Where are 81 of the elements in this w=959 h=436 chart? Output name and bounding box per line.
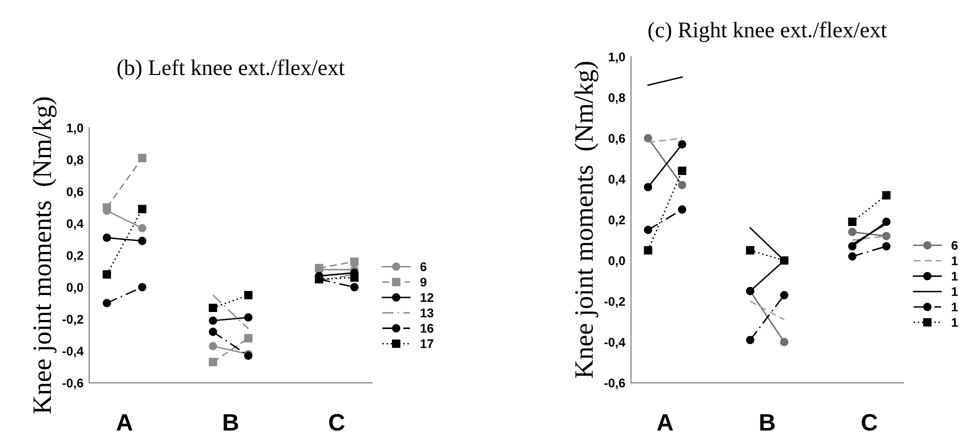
y-tick-label: -0,4 xyxy=(604,338,626,349)
chart-title: (c) Right knee ext./flex/ext xyxy=(648,22,887,42)
y-tick-label: 0,2 xyxy=(66,251,84,262)
legend-label: 12 xyxy=(420,293,434,302)
y-axis-title: Knee joint moments (Nm/kg) xyxy=(574,62,598,378)
point xyxy=(678,166,686,175)
point xyxy=(882,242,891,250)
point xyxy=(848,242,856,250)
point xyxy=(208,358,218,366)
point xyxy=(208,342,218,350)
legend-label: 6 xyxy=(952,240,958,250)
point xyxy=(208,316,218,325)
point xyxy=(678,140,686,148)
y-tick-label: 1,0 xyxy=(608,52,625,64)
legend-label: 1 xyxy=(952,302,958,312)
point xyxy=(848,252,856,261)
point xyxy=(780,290,788,300)
y-tick-label: -0,6 xyxy=(604,378,626,390)
point xyxy=(102,234,112,242)
y-tick-label: 1,0 xyxy=(67,124,84,134)
legend-label: 17 xyxy=(420,339,434,348)
legend-label: 1 xyxy=(952,272,958,280)
y-tick-label: -0,2 xyxy=(604,297,625,308)
legend-label: 13 xyxy=(420,308,434,318)
text: B xyxy=(760,414,775,430)
point xyxy=(138,236,146,246)
point xyxy=(208,304,218,312)
chart-title: (b) Left knee ext./flex/ext xyxy=(117,59,345,80)
point xyxy=(138,282,146,292)
text: A xyxy=(657,414,673,430)
y-tick-label: -0,2 xyxy=(62,314,84,326)
point xyxy=(350,257,359,266)
y-tick-label: 0,4 xyxy=(66,219,84,230)
y-tick-label: 0,8 xyxy=(608,93,626,104)
point xyxy=(678,205,686,214)
legend-label: 1 xyxy=(952,256,958,266)
point xyxy=(644,134,652,142)
y-tick-label: -0,4 xyxy=(62,346,84,358)
point xyxy=(138,154,146,162)
point xyxy=(244,334,252,342)
point xyxy=(644,246,652,254)
point xyxy=(882,232,891,240)
legend-label: 1 xyxy=(952,287,958,296)
y-tick-label: 0,0 xyxy=(66,282,84,294)
point xyxy=(102,270,112,279)
point xyxy=(882,191,891,200)
text: A xyxy=(116,414,132,430)
point xyxy=(644,226,652,234)
y-tick-label: 0,4 xyxy=(608,174,626,186)
y-tick-label: 0,6 xyxy=(66,187,84,198)
point xyxy=(244,313,252,322)
y-tick-label: 0,6 xyxy=(608,134,626,145)
point xyxy=(138,204,146,214)
point xyxy=(780,338,788,346)
text: C xyxy=(329,414,345,431)
legend-label: 1 xyxy=(952,318,958,327)
y-tick-label: 0,8 xyxy=(66,155,84,166)
point xyxy=(138,224,146,232)
text: B xyxy=(224,414,238,430)
point xyxy=(102,298,112,308)
point xyxy=(102,203,112,212)
legend-label: 16 xyxy=(420,324,434,333)
point xyxy=(746,246,754,254)
point xyxy=(644,182,652,192)
y-axis-title: Knee joint moments (Nm/kg) xyxy=(32,97,57,414)
point xyxy=(678,180,686,190)
y-tick-label: 0,0 xyxy=(608,256,625,267)
point xyxy=(848,218,856,226)
point xyxy=(350,273,359,282)
y-tick-label: 0,2 xyxy=(608,216,625,226)
point xyxy=(314,275,324,284)
point xyxy=(848,228,856,236)
point xyxy=(244,290,252,300)
text: C xyxy=(862,414,878,431)
point xyxy=(882,218,891,226)
legend-label: 6 xyxy=(420,262,426,272)
legend-label: 9 xyxy=(420,278,426,287)
point xyxy=(746,336,754,344)
point xyxy=(208,328,218,336)
point xyxy=(350,282,359,292)
y-tick-label: -0,6 xyxy=(62,378,84,390)
